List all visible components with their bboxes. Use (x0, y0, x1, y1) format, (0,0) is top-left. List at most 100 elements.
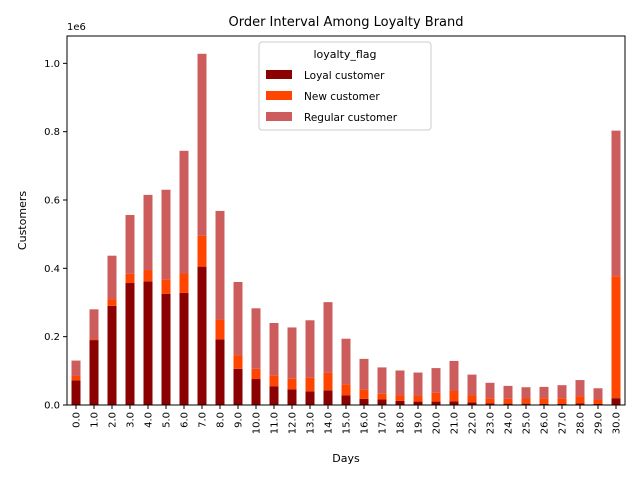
bar-new-customer-15-0 (341, 384, 351, 396)
bar-regular-customer-9-0 (233, 282, 243, 356)
x-tick-label: 19.0 (414, 412, 425, 434)
x-tick-label: 10.0 (252, 412, 263, 434)
x-tick-label: 21.0 (450, 412, 461, 434)
bar-loyal-customer-28-0 (575, 403, 585, 405)
x-tick-label: 14.0 (324, 412, 335, 434)
bar-regular-customer-16-0 (359, 358, 369, 390)
bars-layer (71, 53, 621, 406)
legend-frame (258, 41, 432, 131)
bar-regular-customer-18-0 (395, 370, 405, 396)
bar-loyal-customer-29-0 (593, 403, 603, 405)
bar-regular-customer-10-0 (251, 308, 261, 369)
bar-loyal-customer-3-0 (125, 283, 135, 405)
y-tick-label: 0.0 (44, 401, 60, 412)
bar-regular-customer-11-0 (269, 323, 279, 376)
bar-new-customer-16-0 (359, 389, 369, 399)
bar-new-customer-26-0 (539, 398, 549, 404)
bar-loyal-customer-18-0 (395, 400, 405, 405)
x-tick-label: 25.0 (522, 412, 533, 434)
bar-new-customer-1-0 (89, 339, 99, 341)
bar-loyal-customer-2-0 (107, 305, 117, 405)
bar-loyal-customer-12-0 (287, 389, 297, 405)
bar-regular-customer-3-0 (125, 215, 135, 274)
bar-new-customer-7-0 (197, 235, 207, 267)
y-tick-label: 1.0 (44, 59, 60, 70)
bar-new-customer-29-0 (593, 399, 603, 404)
bar-new-customer-13-0 (305, 377, 315, 392)
x-axis-label: Days (332, 452, 360, 465)
bar-regular-customer-12-0 (287, 327, 297, 379)
bar-regular-customer-20-0 (431, 368, 441, 393)
legend-label-regular: Regular customer (304, 112, 398, 124)
x-tick-label: 0.0 (72, 412, 83, 428)
x-tick-label: 1.0 (90, 412, 101, 428)
bar-regular-customer-15-0 (341, 338, 351, 385)
x-tick-label: 26.0 (540, 412, 551, 434)
bar-regular-customer-22-0 (467, 374, 477, 396)
bar-new-customer-5-0 (161, 279, 171, 294)
x-tick-label: 6.0 (180, 412, 191, 428)
x-tick-label: 24.0 (504, 412, 515, 434)
bar-loyal-customer-22-0 (467, 402, 477, 405)
x-tick-label: 28.0 (576, 412, 587, 434)
bar-loyal-customer-5-0 (161, 293, 171, 405)
x-tick-label: 4.0 (144, 412, 155, 428)
bar-new-customer-21-0 (449, 390, 459, 402)
bar-loyal-customer-0-0 (71, 380, 81, 405)
y-tick-label: 0.4 (44, 264, 60, 275)
plot-frame (66, 35, 626, 406)
x-tick-label: 17.0 (378, 412, 389, 434)
bar-loyal-customer-13-0 (305, 391, 315, 405)
bar-loyal-customer-14-0 (323, 390, 333, 405)
bar-loyal-customer-16-0 (359, 398, 369, 405)
legend-title: loyalty_flag (313, 48, 376, 61)
bar-new-customer-17-0 (377, 393, 387, 400)
x-tick-label: 3.0 (126, 412, 137, 428)
x-tick-label: 23.0 (486, 412, 497, 434)
x-tick-label: 20.0 (432, 412, 443, 434)
bar-new-customer-0-0 (71, 375, 81, 381)
bar-loyal-customer-24-0 (503, 403, 513, 405)
bar-loyal-customer-7-0 (197, 266, 207, 406)
bar-regular-customer-19-0 (413, 372, 423, 396)
bar-regular-customer-24-0 (503, 385, 513, 399)
bar-loyal-customer-9-0 (233, 368, 243, 405)
bar-new-customer-19-0 (413, 395, 423, 402)
bar-loyal-customer-10-0 (251, 379, 261, 405)
x-tick-label: 12.0 (288, 412, 299, 434)
bar-regular-customer-28-0 (575, 380, 585, 397)
bar-regular-customer-27-0 (557, 385, 567, 399)
x-tick-label: 7.0 (198, 412, 209, 428)
bar-new-customer-6-0 (179, 273, 189, 293)
chart-title: Order Interval Among Loyalty Brand (228, 15, 463, 30)
bar-regular-customer-2-0 (107, 255, 117, 300)
bar-regular-customer-26-0 (539, 386, 549, 399)
bar-new-customer-23-0 (485, 398, 495, 404)
legend: loyalty_flag Loyal customer New customer… (258, 41, 432, 131)
bar-new-customer-10-0 (251, 368, 261, 380)
bar-regular-customer-7-0 (197, 53, 207, 236)
y-tick-label: 0.8 (44, 127, 60, 138)
bar-new-customer-4-0 (143, 270, 153, 282)
bar-new-customer-22-0 (467, 395, 477, 403)
bar-regular-customer-25-0 (521, 387, 531, 399)
x-ticks-layer: 0.0 1.0 2.0 3.0 4.0 5.0 6.0 7.0 8.0 9.0 10.0 11.0 12… (72, 405, 623, 434)
y-tick-label: 0.6 (44, 196, 60, 207)
legend-label-new: New customer (304, 91, 380, 103)
x-tick-label: 16.0 (360, 412, 371, 434)
y-axis-label: Customers (16, 191, 29, 250)
bar-new-customer-9-0 (233, 355, 243, 369)
y-tick-label: 0.2 (44, 332, 60, 343)
bar-loyal-customer-11-0 (269, 386, 279, 405)
bar-regular-customer-17-0 (377, 367, 387, 394)
x-tick-label: 29.0 (594, 412, 605, 434)
bar-regular-customer-29-0 (593, 388, 603, 400)
bar-new-customer-28-0 (575, 396, 585, 404)
bar-loyal-customer-25-0 (521, 403, 531, 405)
bar-new-customer-25-0 (521, 398, 531, 404)
y-scale-label: 1e6 (67, 22, 86, 33)
bar-new-customer-8-0 (215, 319, 225, 340)
x-tick-label: 15.0 (342, 412, 353, 434)
y-ticks-layer: 0.0 0.2 0.4 0.6 0.8 1.0 (44, 59, 67, 412)
bar-regular-customer-8-0 (215, 210, 225, 320)
